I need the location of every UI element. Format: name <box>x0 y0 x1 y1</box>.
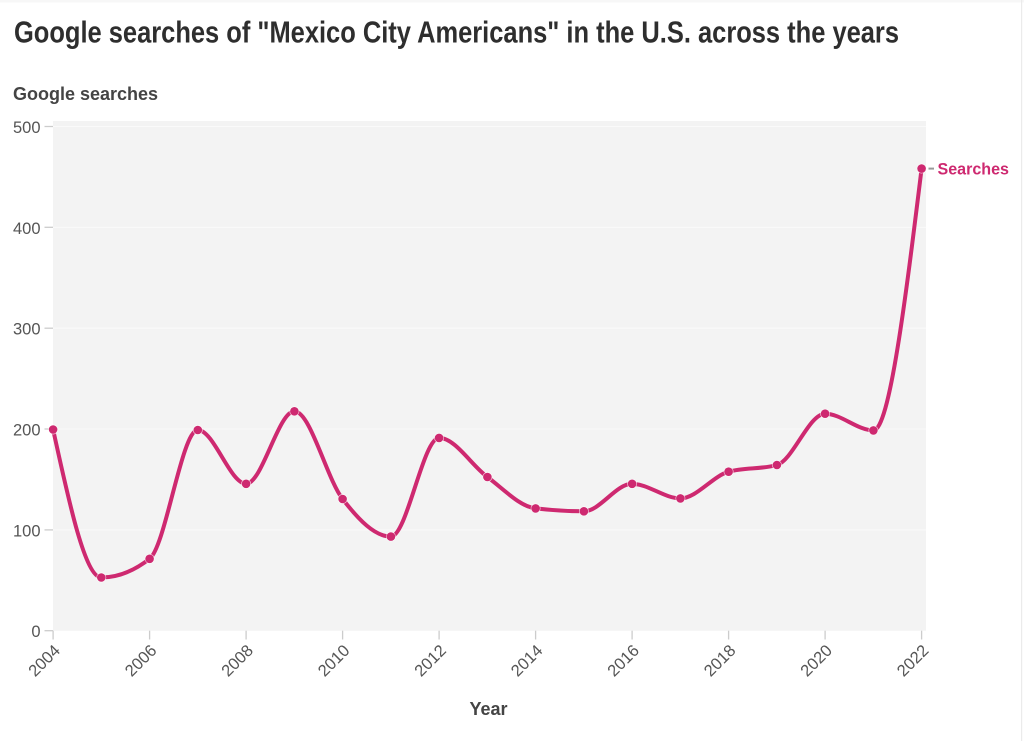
svg-text:Google searches: Google searches <box>13 84 158 104</box>
svg-text:300: 300 <box>13 321 41 339</box>
svg-text:Google searches of "Mexico Cit: Google searches of "Mexico City American… <box>14 16 899 50</box>
svg-text:0: 0 <box>31 623 40 641</box>
svg-text:500: 500 <box>13 119 41 137</box>
svg-text:400: 400 <box>13 220 41 238</box>
svg-text:Year: Year <box>469 699 507 719</box>
svg-text:200: 200 <box>13 422 41 440</box>
svg-text:Searches: Searches <box>938 160 1010 179</box>
svg-text:100: 100 <box>13 522 41 540</box>
